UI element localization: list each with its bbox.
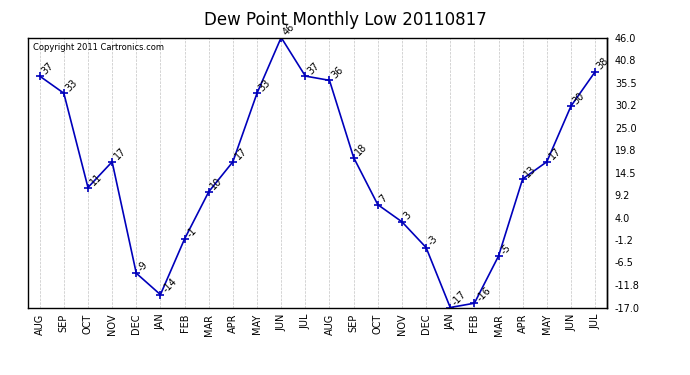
Text: -14: -14 bbox=[160, 276, 179, 295]
Text: 37: 37 bbox=[39, 60, 55, 76]
Text: 33: 33 bbox=[63, 78, 79, 93]
Text: 46: 46 bbox=[282, 22, 297, 38]
Text: -5: -5 bbox=[498, 242, 513, 256]
Text: 7: 7 bbox=[378, 193, 389, 205]
Text: 13: 13 bbox=[523, 163, 538, 179]
Text: 17: 17 bbox=[546, 146, 562, 162]
Text: 11: 11 bbox=[88, 172, 104, 188]
Text: -16: -16 bbox=[475, 285, 493, 303]
Text: 3: 3 bbox=[402, 210, 413, 222]
Text: 30: 30 bbox=[571, 90, 586, 106]
Text: 18: 18 bbox=[353, 142, 369, 158]
Text: 17: 17 bbox=[233, 146, 248, 162]
Text: -3: -3 bbox=[426, 234, 440, 248]
Text: Dew Point Monthly Low 20110817: Dew Point Monthly Low 20110817 bbox=[204, 11, 486, 29]
Text: -17: -17 bbox=[450, 289, 469, 308]
Text: 10: 10 bbox=[208, 176, 224, 192]
Text: 38: 38 bbox=[595, 56, 611, 72]
Text: 37: 37 bbox=[305, 60, 321, 76]
Text: 36: 36 bbox=[330, 64, 345, 80]
Text: 33: 33 bbox=[257, 78, 273, 93]
Text: 17: 17 bbox=[112, 146, 128, 162]
Text: Copyright 2011 Cartronics.com: Copyright 2011 Cartronics.com bbox=[33, 43, 164, 52]
Text: -9: -9 bbox=[136, 260, 150, 273]
Text: -1: -1 bbox=[184, 225, 199, 239]
